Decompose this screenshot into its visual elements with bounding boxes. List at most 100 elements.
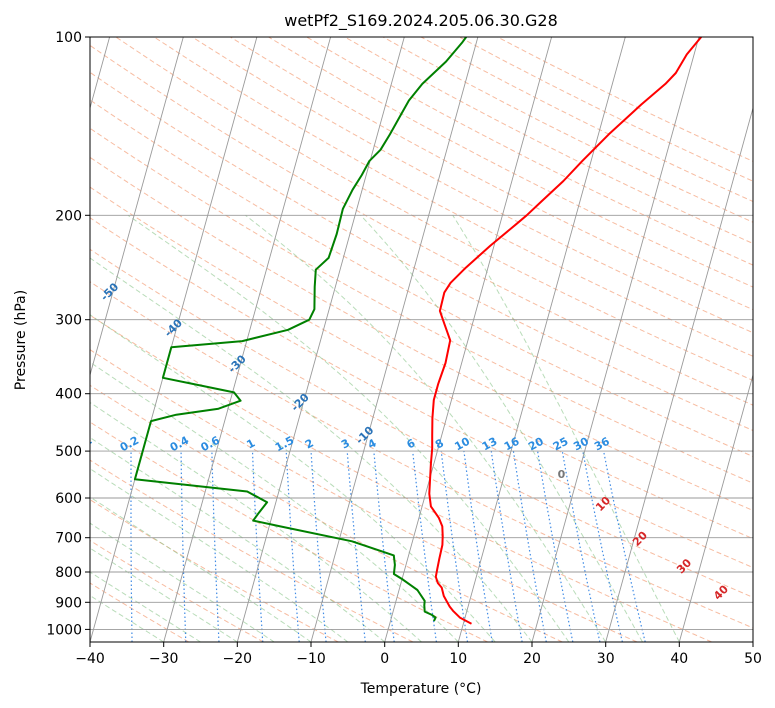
dry-adiabat-line [90, 421, 488, 642]
y-tick-label: 800 [55, 565, 82, 581]
dry-adiabat-line [191, 37, 753, 334]
x-tick-label: −40 [75, 651, 105, 667]
isotherm-line [457, 37, 626, 642]
isotherm-label: -70 [0, 184, 1, 207]
moist-adiabat-line [452, 215, 680, 642]
dry-adiabat-line [90, 44, 753, 406]
x-tick-label: 50 [744, 651, 762, 667]
profile-line [428, 37, 702, 625]
dry-adiabat-line [90, 217, 753, 569]
y-axis-ticks: 100 200 300 400 500 600 700 800 900 1000 [46, 30, 90, 638]
y-tick-label: 600 [55, 491, 82, 507]
isotherm-line [310, 37, 479, 642]
y-tick-label: 700 [55, 531, 82, 547]
dry-adiabat-line [90, 127, 753, 484]
dry-adiabat-label: 40 [711, 582, 731, 602]
isotherm-line [236, 37, 405, 642]
dry-adiabat-label: 20 [630, 529, 650, 549]
dry-adiabat-line [90, 459, 414, 642]
x-tick-label: −20 [223, 651, 253, 667]
moist-adiabat-line [127, 214, 570, 642]
mixing-ratio-label: 1 [244, 436, 257, 451]
isotherm-line [531, 37, 700, 642]
mixing-ratio-line [310, 451, 327, 642]
y-tick-label: 100 [55, 30, 82, 46]
dry-adiabat-line [115, 37, 753, 382]
y-tick-label: 1000 [46, 622, 82, 638]
dry-adiabat-line [90, 384, 563, 642]
y-tick-label: 500 [55, 444, 82, 460]
moist-adiabat-line [90, 468, 349, 642]
isotherm-line [752, 640, 753, 642]
dry-adiabat-line [90, 499, 339, 642]
dry-adiabat-line [90, 281, 753, 629]
moist-adiabat-line [90, 314, 496, 642]
mixing-ratio-line [537, 450, 574, 642]
x-axis-label: Temperature (°C) [360, 681, 482, 697]
mixing-ratio-line [251, 451, 264, 642]
x-tick-label: 0 [380, 651, 389, 667]
isotherm-line [90, 37, 184, 377]
y-tick-label: 400 [55, 387, 82, 403]
x-tick-label: 40 [670, 651, 688, 667]
dry-adiabat-line [90, 156, 753, 512]
x-tick-label: 10 [449, 651, 467, 667]
mixing-ratio-line [582, 450, 623, 642]
dry-adiabat-line [90, 71, 753, 432]
x-tick-label: 30 [597, 651, 615, 667]
dry-adiabat-line [90, 314, 712, 642]
isotherms [90, 37, 753, 642]
profile-lines [133, 37, 702, 625]
moist-adiabat-line [90, 436, 386, 642]
x-axis-ticks: −40 −30 −20 −10 0 10 20 30 40 50 [75, 642, 762, 667]
plot-frame [89, 36, 754, 643]
x-tick-label: 20 [523, 651, 541, 667]
mixing-ratio-label: 13 [480, 435, 500, 454]
mixing-ratio-line [373, 451, 395, 642]
mixing-ratio-label: 6 [405, 436, 418, 451]
isotherm-label: -20 [289, 391, 312, 414]
chart-title: wetPf2_S169.2024.205.06.30.G28 [284, 11, 558, 31]
y-tick-label: 900 [55, 595, 82, 611]
mixing-ratio-line [346, 451, 366, 642]
dry-adiabat-line [90, 248, 753, 598]
mixing-ratio-line [412, 451, 437, 642]
moist-adiabats [90, 214, 680, 642]
dry-adiabat-line [153, 37, 753, 357]
dry-adiabat-label: 10 [593, 494, 613, 514]
dry-adiabat-line [497, 37, 753, 162]
moist-adiabat-line [245, 214, 607, 642]
isotherm-label: -30 [226, 352, 249, 375]
mixing-ratio-label: 30 [571, 435, 591, 454]
isotherm-label: -60 [37, 235, 60, 258]
isobars [90, 37, 753, 630]
isotherm-line [605, 106, 753, 642]
moist-adiabat-line [90, 401, 422, 642]
moist-adiabat-line [90, 496, 312, 642]
mixing-ratio-label: 3 [339, 436, 352, 451]
dry-adiabat-line [230, 37, 753, 311]
mixing-ratio-label: 25 [551, 435, 571, 454]
isotherm-line [384, 37, 553, 642]
mixing-ratio-label: 20 [526, 435, 546, 454]
mixing-ratio-line [561, 450, 601, 642]
isotherm-line [90, 37, 258, 642]
moist-adiabat-line [90, 361, 459, 642]
dry-adiabat-line [420, 37, 753, 203]
dry-adiabat-line [90, 99, 753, 458]
y-axis-label: Pressure (hPa) [13, 290, 29, 390]
mixing-ratio-line [512, 451, 547, 642]
mixing-ratio-line [463, 451, 493, 642]
dry-adiabat-line [90, 349, 638, 642]
dry-adiabat-label: 30 [674, 556, 694, 576]
dry-adiabats [90, 37, 753, 642]
isotherm-line [678, 373, 753, 642]
mixing-ratio-label: 36 [592, 435, 612, 454]
mixing-ratio-label: 0.1 [71, 434, 94, 455]
mixing-ratio-line [440, 451, 469, 642]
mixing-ratio-line [130, 451, 133, 642]
y-tick-label: 200 [55, 208, 82, 224]
dry-adiabat-line [90, 186, 753, 540]
x-tick-label: −10 [296, 651, 326, 667]
line-labels: 0.10.20.40.611.52346810131620253036-100-… [0, 184, 731, 602]
